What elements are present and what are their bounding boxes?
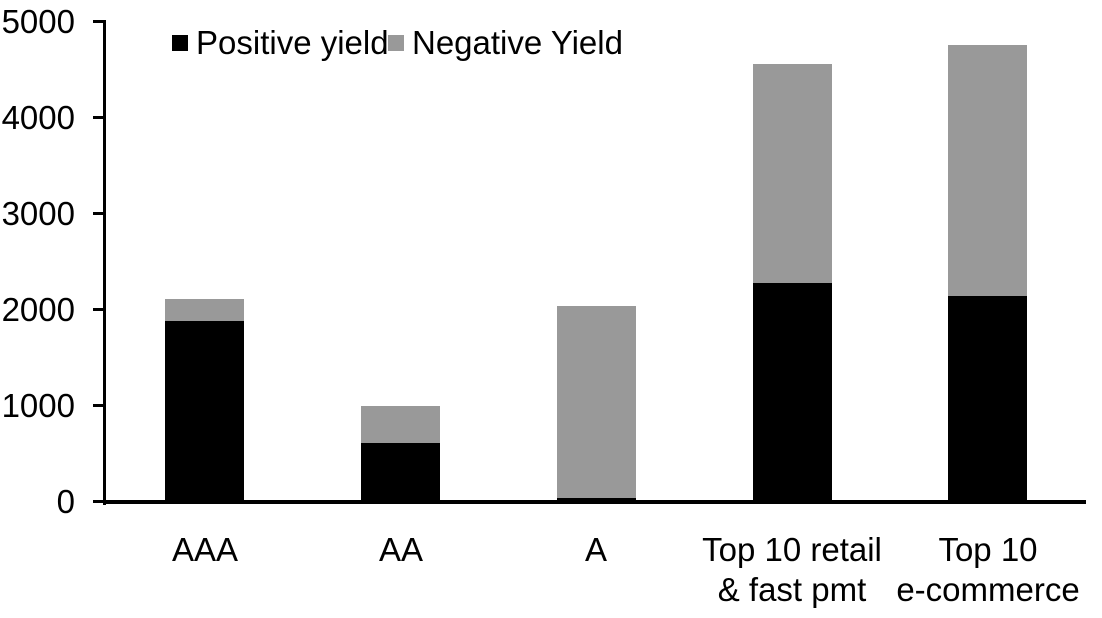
x-axis-label-4: Top 10 e-commerce: [896, 531, 1080, 608]
y-tick-label-4000: 4000: [1, 99, 75, 136]
y-tick-label-5000: 5000: [1, 3, 75, 40]
legend-swatch-positive-yield-icon: [172, 35, 188, 51]
y-tick-mark-4000: [93, 116, 105, 119]
bar-segment-positive-1: [361, 443, 440, 502]
bar-segment-negative-2: [557, 306, 636, 498]
y-tick-mark-1000: [93, 404, 105, 407]
bar-segment-positive-3: [753, 283, 832, 502]
bar-segment-negative-1: [361, 406, 440, 443]
y-tick-label-0: 0: [56, 483, 75, 520]
bar-segment-positive-2: [557, 498, 636, 502]
x-axis-line: [103, 500, 1086, 504]
y-tick-mark-0: [93, 500, 105, 503]
bar-segment-negative-4: [948, 45, 1027, 296]
bar-segment-negative-3: [753, 64, 832, 283]
y-axis-line: [103, 20, 106, 505]
legend-item-negative-yield: Negative Yield: [388, 25, 623, 61]
legend-swatch-negative-yield-icon: [388, 35, 404, 51]
y-tick-mark-5000: [93, 20, 105, 23]
bar-segment-negative-0: [165, 299, 244, 321]
y-tick-label-3000: 3000: [1, 195, 75, 232]
bar-segment-positive-0: [165, 321, 244, 502]
x-axis-label-1: AA: [378, 531, 424, 568]
y-tick-label-1000: 1000: [1, 387, 75, 424]
legend-label-negative-yield: Negative Yield: [412, 24, 623, 61]
y-tick-label-2000: 2000: [1, 291, 75, 328]
legend-item-positive-yield: Positive yield: [172, 25, 389, 61]
legend-label-positive-yield: Positive yield: [196, 24, 389, 61]
y-tick-mark-3000: [93, 212, 105, 215]
x-axis-label-3: Top 10 retail & fast pmt: [702, 531, 882, 608]
bar-segment-positive-4: [948, 296, 1027, 502]
y-tick-mark-2000: [93, 308, 105, 311]
x-axis-label-0: AAA: [171, 531, 239, 568]
x-axis-label-2: A: [584, 531, 607, 568]
